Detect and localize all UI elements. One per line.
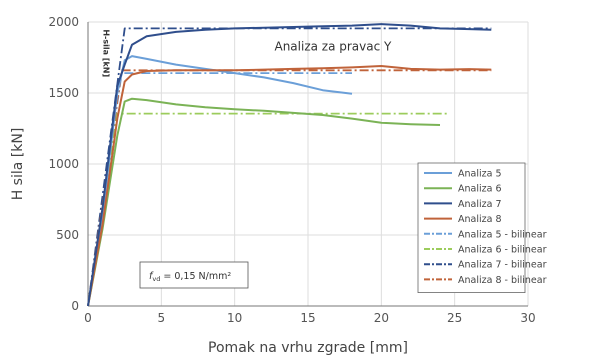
series-line-analiza-7 (87, 23, 492, 307)
y-tick-label: 2000 (48, 15, 79, 29)
legend-label: Analiza 8 - bilinear (458, 275, 547, 286)
y-tick-label: 1500 (48, 86, 79, 100)
series-line-analiza-7-bilinear (87, 27, 492, 307)
legend-frame (417, 162, 526, 294)
legend: Analiza 5 Analiza 6 Analiza 7 Analiza 8 Anal… (417, 162, 547, 294)
strength-value: = 0,15 N/mm² (160, 271, 231, 282)
strength-box-frame (139, 261, 249, 289)
x-tick-label: 10 (227, 311, 242, 325)
series-group (87, 23, 492, 307)
legend-label: Analiza 7 - bilinear (458, 260, 547, 271)
legend-label: Analiza 6 - bilinear (458, 245, 547, 256)
x-tick-label: 5 (158, 311, 166, 325)
legend-label: Analiza 8 (458, 214, 502, 225)
x-tick-label: 20 (374, 311, 389, 325)
axes: 0 5 10 15 20 25 30 0 500 1000 1500 2000 (48, 15, 535, 325)
series-line-analiza-8 (87, 65, 492, 307)
series-line-analiza-6 (87, 97, 441, 307)
strength-box-text: fvd = 0,15 N/mm² (149, 271, 231, 283)
x-tick-label: 25 (447, 311, 462, 325)
y-tick-label: 1000 (48, 157, 79, 171)
legend-label: Analiza 6 (458, 184, 502, 195)
strength-subscript: vd (152, 275, 160, 283)
x-tick-label: 30 (520, 311, 535, 325)
strength-box: fvd = 0,15 N/mm² (139, 261, 249, 289)
y-tick-label: 500 (56, 228, 79, 242)
legend-label: Analiza 5 (458, 169, 502, 180)
x-axis-title: Pomak na vrhu zgrade [mm] (208, 340, 408, 356)
strength-symbol: f (149, 271, 154, 282)
y-axis-title: H sila [kN] (10, 128, 26, 201)
chart-annotation: Analiza za pravac Y (274, 39, 392, 53)
legend-label: Analiza 5 - bilinear (458, 229, 547, 240)
y-tick-label: 0 (71, 299, 79, 313)
x-tick-label: 15 (300, 311, 315, 325)
x-tick-label: 0 (84, 311, 92, 325)
vertical-label: H-sila [kN] (101, 29, 110, 77)
legend-label: Analiza 7 (458, 199, 502, 210)
